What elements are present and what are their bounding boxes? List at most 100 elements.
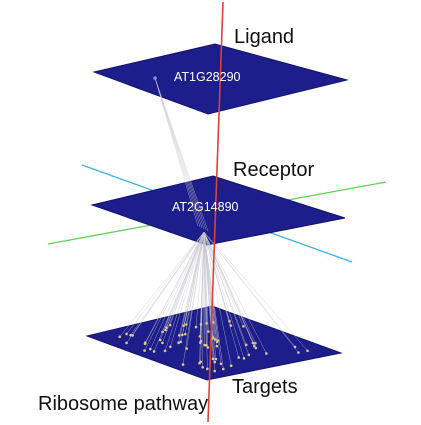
target-edge [203,231,209,332]
pathway-label: Ribosome pathway [38,393,208,415]
target-dot [199,339,203,343]
target-dot [177,334,181,337]
target-dot [221,367,225,371]
target-dot [203,343,206,347]
ligand-edge [154,77,203,229]
ligand-layer-label: Ligand [234,26,294,48]
target-dot [169,345,172,349]
target-dot [125,341,128,345]
target-dot [179,340,183,344]
ligand-edge [154,77,209,232]
target-edge [126,231,205,335]
target-dot [143,341,147,344]
target-dot [242,357,246,360]
target-dot [125,332,128,336]
target-dot [168,323,172,327]
target-edge [150,231,205,350]
target-dot [206,367,209,371]
target-edge [203,231,296,348]
ligand-edge [154,77,201,228]
target-dot [306,349,309,353]
target-dot [213,338,217,341]
target-dot [198,335,202,338]
target-dot [201,366,204,369]
target-dot [213,360,217,364]
target-dot [228,319,231,323]
target-dot [183,332,187,336]
target-dot [161,330,164,334]
target-dot [149,347,152,351]
target-dot [194,325,198,329]
target-edge [144,231,205,351]
target-edge [183,231,205,326]
target-edge [202,231,205,368]
vertical-axis [207,1,224,423]
target-edge [203,231,244,327]
target-dot [182,324,186,327]
ligand-edge [154,77,205,230]
target-dot [254,346,258,350]
target-edge [203,231,308,351]
target-dot [207,330,210,333]
target-dot [161,341,164,345]
target-dot [219,362,223,366]
targets-plane [85,305,343,381]
target-edge [203,231,255,347]
target-dot [198,361,201,365]
target-edge [162,231,205,333]
target-dot [229,324,233,327]
target-dot [129,333,132,337]
target-dot [229,364,233,368]
target-dot [118,335,122,339]
target-edge [203,231,207,324]
target-dot [211,321,215,324]
target-dot [181,363,185,366]
ligand-node [153,76,157,80]
target-edge [203,231,215,363]
target-dot [211,336,215,339]
target-dot [185,323,188,326]
ligand-edge [154,77,207,231]
target-dot [143,349,146,352]
target-dot [205,322,208,325]
targets-layer-label: Targets [232,376,298,398]
target-edge [203,231,245,359]
target-edge [170,231,205,347]
target-dot [181,333,184,337]
target-dot [247,353,251,357]
target-edge [203,231,232,366]
target-edge [145,231,205,343]
receptor-plane [90,175,346,246]
target-edge [184,231,205,335]
target-dot [265,352,268,355]
target-edge [203,231,232,326]
target-dot [251,341,255,345]
target-dot [163,349,167,353]
target-dot [254,341,257,345]
target-dot [165,326,168,329]
target-dot [131,334,134,337]
target-dot [215,344,219,348]
target-dot [211,357,215,361]
target-dot [213,369,217,373]
target-edge [200,231,205,342]
target-nodes [118,319,309,373]
target-edge [119,231,205,337]
target-edge [203,231,205,346]
target-dot [297,351,300,354]
target-dot [164,328,167,332]
target-dot [185,347,188,350]
target-dot [152,350,156,353]
target-edge [182,231,205,365]
target-dot [199,323,203,326]
target-dot [206,346,210,349]
target-edge [130,231,205,336]
ligand-edge [154,77,199,227]
target-dot [214,357,218,361]
target-dot [158,338,162,342]
target-edge [203,231,219,341]
target-edge [195,231,205,328]
target-dot [216,339,220,342]
target-dot [242,325,245,328]
